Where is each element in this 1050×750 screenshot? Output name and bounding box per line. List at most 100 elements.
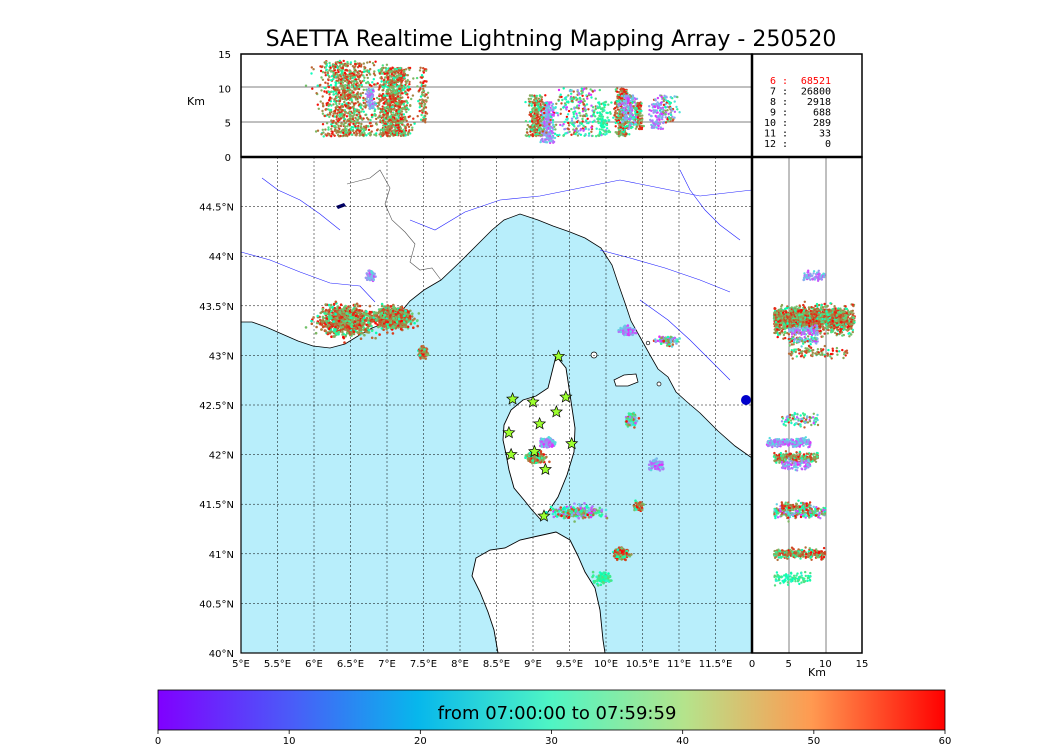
lightning-source [653, 464, 657, 468]
lightning-source [319, 311, 323, 315]
lightning-source-lon-alt [367, 132, 370, 135]
lightning-source [673, 339, 676, 343]
lightning-source-lon-alt [374, 83, 378, 86]
lightning-source-lon-alt [335, 115, 338, 119]
lightning-source-lon-alt [346, 78, 349, 82]
lightning-source-lon-alt [343, 109, 347, 112]
lightning-source [345, 311, 348, 315]
lightning-source-lon-alt [328, 134, 331, 137]
lightning-source-lon-alt [356, 66, 360, 69]
elba-island [613, 373, 639, 387]
lightning-source-lon-alt [336, 61, 339, 64]
lightning-source [408, 315, 412, 318]
country-border [346, 169, 442, 281]
lightning-source [669, 339, 673, 343]
lightning-source-lon-alt [356, 118, 359, 121]
lightning-source-lon-alt [368, 73, 372, 76]
small-island [645, 340, 651, 346]
lightning-source-lon-alt [335, 122, 338, 125]
lightning-source-lon-alt [327, 103, 330, 106]
lightning-source-lon-alt [370, 84, 373, 88]
lightning-source [652, 459, 655, 463]
lightning-source-lon-alt [340, 95, 343, 99]
lightning-source [370, 336, 374, 340]
top-scatter [304, 59, 681, 145]
lightning-source [581, 516, 585, 520]
lightning-source [399, 313, 403, 317]
lightning-source [590, 511, 593, 515]
lightning-source [550, 445, 554, 448]
lightning-source [361, 331, 364, 335]
lightning-source [357, 309, 361, 312]
lightning-source [577, 508, 581, 512]
lightning-source-lon-alt [322, 135, 325, 138]
lightning-source-lon-alt [330, 104, 333, 107]
lightning-source-lon-alt [374, 60, 377, 63]
lightning-source-lon-alt [361, 91, 365, 95]
lightning-source [341, 325, 345, 329]
lightning-source [344, 320, 348, 323]
lightning-source-lon-alt [338, 115, 341, 118]
lightning-source-lon-alt [358, 79, 362, 83]
lightning-source [553, 510, 557, 514]
lightning-source-lon-alt [350, 125, 354, 129]
lightning-source-lon-alt [361, 108, 364, 111]
lightning-source-lon-alt [344, 64, 347, 68]
lightning-source [329, 315, 332, 318]
lightning-source [608, 574, 612, 578]
lightning-source-lon-alt [346, 73, 350, 77]
lightning-source-lon-alt [353, 70, 356, 73]
lightning-source-lon-alt [345, 111, 348, 114]
lightning-source [352, 332, 356, 336]
lightning-source-lon-alt [348, 123, 351, 126]
lightning-source [348, 316, 351, 319]
lightning-source-lon-alt [320, 76, 323, 79]
lightning-source [542, 458, 545, 462]
lightning-source-lon-alt [357, 77, 360, 81]
lightning-source-lon-alt [341, 66, 344, 70]
lightning-source-lon-alt [316, 129, 320, 132]
lightning-source [624, 333, 628, 336]
lightning-source-lon-alt [339, 131, 343, 134]
lightning-source [634, 421, 637, 425]
lightning-source [320, 323, 324, 326]
lightning-source [559, 506, 562, 509]
lightning-source [347, 305, 350, 308]
lightning-source [658, 463, 661, 467]
lightning-source-lon-alt [344, 93, 347, 96]
lightning-source-lon-alt [341, 81, 345, 84]
lightning-source [629, 330, 632, 333]
lightning-source-lon-alt [362, 88, 365, 92]
lightning-source [617, 555, 620, 558]
lightning-source-lon-alt [330, 119, 333, 122]
lightning-source [406, 325, 410, 329]
lightning-source [648, 460, 652, 463]
lightning-source [368, 323, 372, 327]
lightning-source-lon-alt [344, 84, 347, 87]
lightning-source [374, 336, 377, 340]
lightning-source-lon-alt [325, 102, 328, 105]
lightning-source [330, 330, 333, 334]
lightning-source [334, 312, 337, 316]
lightning-source [579, 511, 582, 514]
lightning-source-lon-alt [324, 81, 327, 84]
lightning-source [321, 307, 325, 311]
lightning-source-lon-alt [362, 99, 365, 102]
lightning-source-lon-alt [359, 117, 362, 120]
lightning-source-lon-alt [347, 130, 350, 133]
lightning-source [661, 460, 664, 464]
lightning-source [562, 510, 565, 514]
lightning-source [357, 325, 361, 329]
lightning-source-lon-alt [349, 75, 352, 78]
top-altitude-panel [240, 53, 753, 158]
lightning-source [647, 463, 651, 467]
lightning-source-lon-alt [385, 63, 389, 66]
lightning-source [426, 353, 430, 357]
station-star-icon [565, 436, 579, 450]
lightning-source [540, 456, 544, 460]
lightning-source [550, 443, 554, 446]
lightning-source [622, 332, 625, 335]
lightning-source-lon-alt [366, 76, 369, 80]
lightning-source [346, 331, 349, 335]
lightning-source [629, 413, 633, 416]
